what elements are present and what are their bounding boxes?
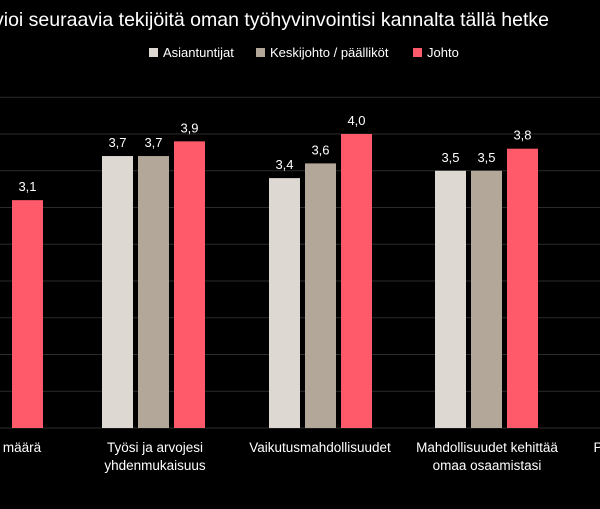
category-label: Mahdollisuudet kehittää <box>416 440 558 455</box>
category-label: määrä <box>3 440 42 455</box>
category-label: Vaikutusmahdollisuudet <box>249 440 391 455</box>
legend-label: Keskijohto / päälliköt <box>270 45 389 60</box>
chart-title: vioi seuraavia tekijöitä oman työhyvinvo… <box>0 9 549 31</box>
category-label: omaa osaamistasi <box>433 458 542 473</box>
data-label: 3,5 <box>477 150 495 165</box>
bar <box>102 156 133 429</box>
legend-swatch <box>256 48 265 57</box>
legend-swatch <box>149 48 158 57</box>
category-label: yhdenmukaisuus <box>104 458 206 473</box>
bar <box>507 148 538 428</box>
data-label: 3,7 <box>144 135 162 150</box>
bar <box>435 170 466 428</box>
bar <box>138 156 169 429</box>
data-label: 3,4 <box>275 157 293 172</box>
bar <box>341 134 372 428</box>
legend-label: Johto <box>427 45 459 60</box>
bar <box>305 163 336 428</box>
legend-label: Asiantuntijat <box>163 45 234 60</box>
data-label: 3,5 <box>441 150 459 165</box>
bar <box>471 170 502 428</box>
data-label: 3,9 <box>180 120 198 135</box>
data-label: 3,6 <box>311 142 329 157</box>
category-label: P <box>593 440 600 455</box>
data-label: 3,7 <box>108 135 126 150</box>
data-label: 3,1 <box>18 179 36 194</box>
bar <box>12 200 43 428</box>
bar <box>269 178 300 428</box>
category-label: Työsi ja arvojesi <box>107 440 203 455</box>
bar <box>174 141 205 428</box>
legend-swatch <box>413 48 422 57</box>
data-label: 4,0 <box>347 113 365 128</box>
data-label: 3,8 <box>513 128 531 143</box>
